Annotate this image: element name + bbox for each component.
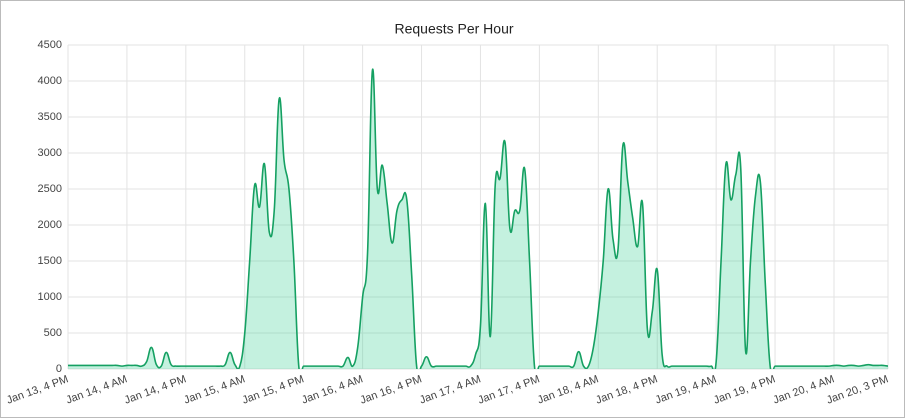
y-tick-label: 1000 xyxy=(38,291,62,303)
chart-title: Requests Per Hour xyxy=(394,21,513,37)
area-fill xyxy=(68,69,888,369)
y-tick-label: 2500 xyxy=(38,183,62,195)
y-tick-label: 500 xyxy=(44,327,62,339)
y-tick-label: 2000 xyxy=(38,219,62,231)
y-tick-label: 3000 xyxy=(38,147,62,159)
y-tick-label: 1500 xyxy=(38,255,62,267)
y-tick-label: 4000 xyxy=(38,75,62,87)
y-tick-label: 0 xyxy=(56,363,62,375)
y-tick-label: 3500 xyxy=(38,111,62,123)
y-tick-label: 4500 xyxy=(38,39,62,51)
line xyxy=(68,68,888,369)
